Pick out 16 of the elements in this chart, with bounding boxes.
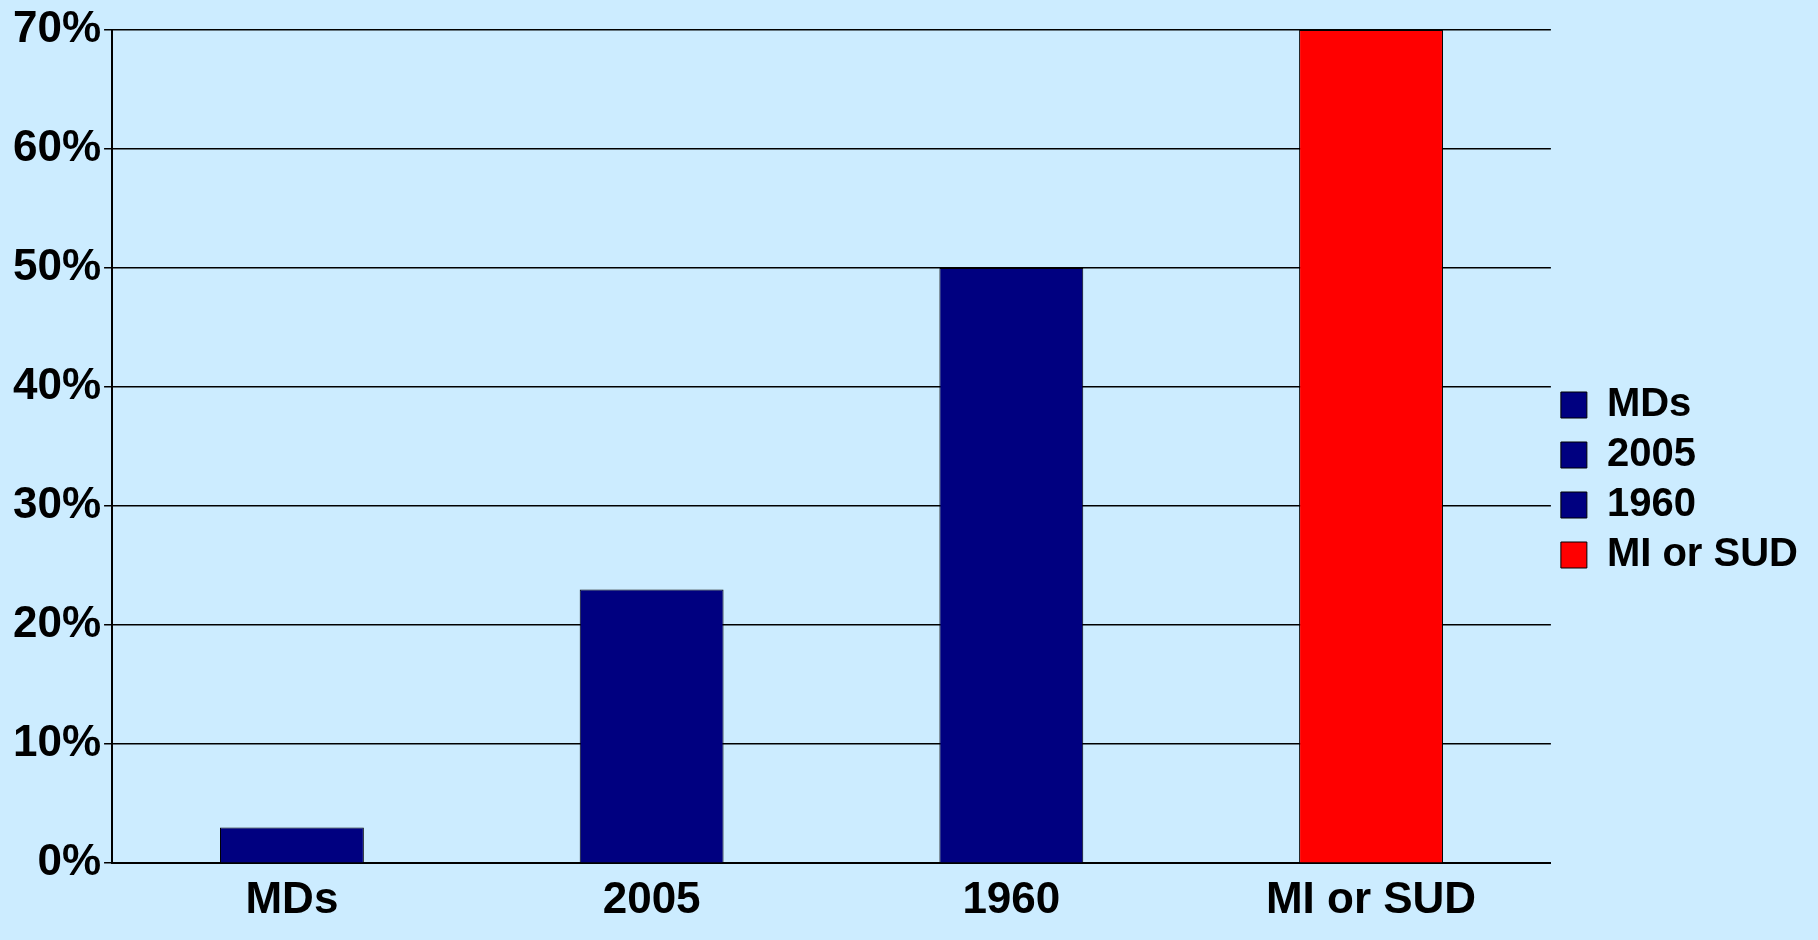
x-tick-label: 1960 xyxy=(962,872,1061,922)
y-tick-label: 50% xyxy=(12,240,102,290)
legend-label: 2005 xyxy=(1606,430,1696,475)
legend-label: MI or SUD xyxy=(1606,530,1799,575)
y-tick-label: 70% xyxy=(12,2,102,52)
y-tick-label: 60% xyxy=(12,121,102,171)
legend-label: MDs xyxy=(1606,380,1692,425)
y-tick-label: 30% xyxy=(12,478,102,528)
y-tick-label: 20% xyxy=(12,597,102,647)
x-tick-label: MI or SUD xyxy=(1265,872,1477,922)
y-tick-label: 40% xyxy=(12,359,102,409)
x-tick-label: 2005 xyxy=(602,872,701,922)
y-tick-label: 10% xyxy=(12,716,102,766)
y-tick-label: 0% xyxy=(37,835,102,885)
legend-label: 1960 xyxy=(1606,480,1696,525)
x-tick-label: MDs xyxy=(245,872,339,922)
